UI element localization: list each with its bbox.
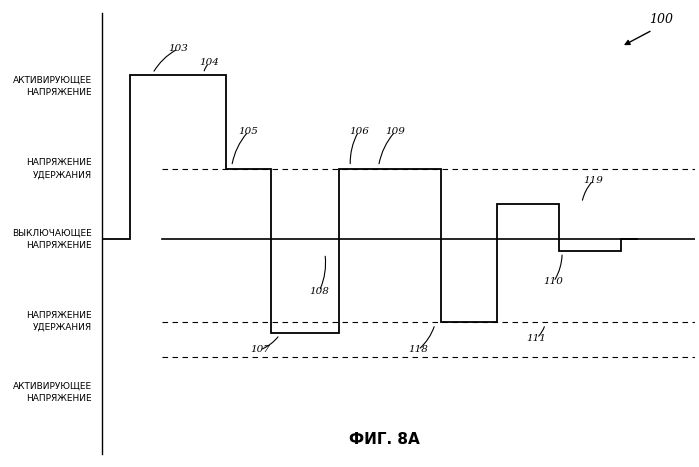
Text: ВЫКЛЮЧАЮЩЕЕ
НАПРЯЖЕНИЕ: ВЫКЛЮЧАЮЩЕЕ НАПРЯЖЕНИЕ [12,229,92,250]
Text: 105: 105 [238,127,259,136]
Text: НАПРЯЖЕНИЕ
УДЕРЖАНИЯ: НАПРЯЖЕНИЕ УДЕРЖАНИЯ [26,311,92,332]
Text: 108: 108 [309,287,329,296]
Text: 109: 109 [386,127,405,136]
Text: 106: 106 [349,127,368,136]
Text: НАПРЯЖЕНИЕ
УДЕРЖАНИЯ: НАПРЯЖЕНИЕ УДЕРЖАНИЯ [26,158,92,179]
Text: 100: 100 [649,13,673,26]
Text: 119: 119 [583,176,603,185]
Text: 103: 103 [168,44,188,53]
Text: 118: 118 [408,346,428,354]
Text: 107: 107 [250,346,270,354]
Text: 104: 104 [199,58,219,67]
Text: ФИГ. 8А: ФИГ. 8А [349,432,419,447]
Text: 111: 111 [527,333,547,343]
Text: АКТИВИРУЮЩЕЕ
НАПРЯЖЕНИЕ: АКТИВИРУЮЩЕЕ НАПРЯЖЕНИЕ [13,76,92,97]
Text: 110: 110 [544,277,563,286]
Text: АКТИВИРУЮЩЕЕ
НАПРЯЖЕНИЕ: АКТИВИРУЮЩЕЕ НАПРЯЖЕНИЕ [13,382,92,403]
